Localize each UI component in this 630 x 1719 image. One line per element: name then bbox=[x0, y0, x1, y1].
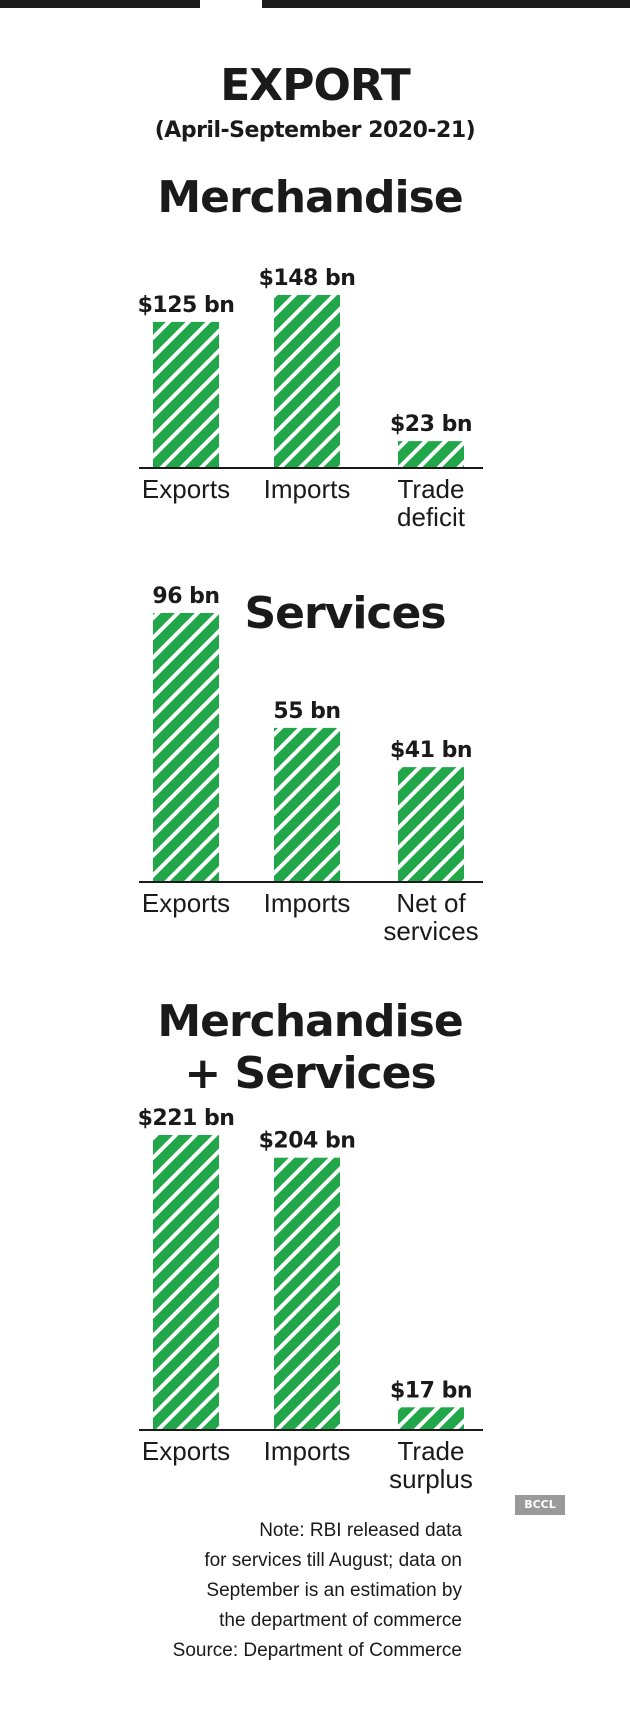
bar-value-label: $204 bn bbox=[259, 1129, 356, 1154]
category-label: Net of services bbox=[383, 888, 478, 946]
page-subtitle: (April-September 2020-21) bbox=[154, 118, 476, 143]
bccl-logo: BCCL bbox=[515, 1495, 565, 1515]
bar bbox=[153, 613, 219, 882]
bar-value-label: $41 bn bbox=[390, 738, 472, 763]
bar bbox=[398, 767, 464, 882]
note-line: September is an estimation by bbox=[206, 1580, 462, 1601]
bar bbox=[153, 321, 219, 468]
source-note: Note: RBI released data for services til… bbox=[62, 1516, 462, 1666]
note-line: Source: Department of Commerce bbox=[172, 1640, 462, 1661]
chart-services: 96 bn Exports 55 bn Imports $41 bn Net of serv… bbox=[139, 584, 483, 946]
note-line: the department of commerce bbox=[219, 1610, 462, 1631]
chart-title-combined: Merchandise + Services bbox=[157, 996, 463, 1099]
bar bbox=[398, 441, 464, 468]
note-line: for services till August; data on bbox=[204, 1550, 462, 1571]
category-label: Imports bbox=[264, 1436, 351, 1466]
bar-value-label: $221 bn bbox=[138, 1106, 235, 1131]
bar-value-label: $17 bn bbox=[390, 1378, 472, 1403]
chart-combined: $221 bn Exports $204 bn Imports $17 bn Trade s… bbox=[138, 1106, 483, 1494]
bar-value-label: $148 bn bbox=[259, 266, 356, 291]
bar-value-label: $125 bn bbox=[138, 293, 235, 318]
bar-value-label: 55 bn bbox=[273, 699, 340, 724]
top-rule-right bbox=[262, 0, 630, 8]
bar bbox=[274, 727, 340, 882]
page-title: EXPORT bbox=[220, 60, 411, 111]
bar bbox=[274, 1157, 340, 1430]
bar-value-label: $23 bn bbox=[390, 412, 472, 437]
chart-title-services: Services bbox=[244, 588, 446, 639]
chart-title-merchandise: Merchandise bbox=[157, 172, 463, 223]
category-label: Exports bbox=[142, 888, 230, 918]
chart-merchandise: $125 bn Exports $148 bn Imports $23 bn Trade d… bbox=[138, 266, 483, 532]
bar bbox=[398, 1407, 464, 1430]
bar bbox=[274, 295, 340, 468]
bar-value-label: 96 bn bbox=[152, 584, 219, 609]
note-line: Note: RBI released data bbox=[259, 1520, 462, 1541]
category-label: Trade deficit bbox=[397, 474, 466, 532]
category-label: Exports bbox=[142, 474, 230, 504]
top-rule-left bbox=[0, 0, 200, 8]
category-label: Exports bbox=[142, 1436, 230, 1466]
category-label: Imports bbox=[264, 474, 351, 504]
category-label: Trade surplus bbox=[389, 1436, 473, 1494]
category-label: Imports bbox=[264, 888, 351, 918]
bar bbox=[153, 1135, 219, 1430]
